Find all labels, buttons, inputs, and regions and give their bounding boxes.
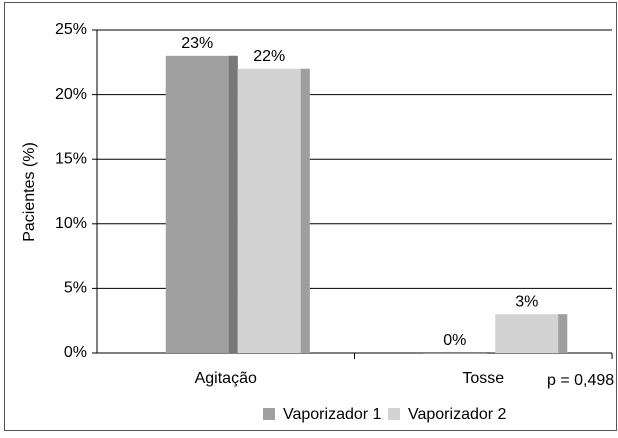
chart-frame <box>4 2 617 431</box>
bar <box>495 314 568 353</box>
value-label: 3% <box>515 293 538 310</box>
bar-side <box>300 68 310 353</box>
y-tick-label: 10% <box>55 215 87 232</box>
bar-side <box>558 314 568 353</box>
bar-side <box>486 353 496 354</box>
y-tick-label: 20% <box>55 86 87 103</box>
x-tick-label: Tosse <box>462 370 504 387</box>
y-tick-label: 25% <box>55 21 87 38</box>
legend-swatch <box>388 408 400 420</box>
legend-swatch <box>263 408 275 420</box>
x-tick-label: Agitação <box>195 370 257 387</box>
bar <box>423 353 496 354</box>
y-tick-label: 5% <box>64 280 87 297</box>
value-label: 22% <box>253 48 285 65</box>
legend-label: Vaporizador 1 <box>283 406 382 423</box>
annotation: p = 0,498 <box>547 372 614 389</box>
value-label: 23% <box>181 35 213 52</box>
y-axis-label: Pacientes (%) <box>21 142 38 242</box>
value-label: 0% <box>443 332 466 349</box>
y-tick-label: 15% <box>55 150 87 167</box>
bar-side <box>228 55 238 354</box>
legend-label: Vaporizador 2 <box>408 406 507 423</box>
bar <box>165 55 238 354</box>
bar <box>237 68 310 353</box>
y-tick-label: 0% <box>64 344 87 361</box>
